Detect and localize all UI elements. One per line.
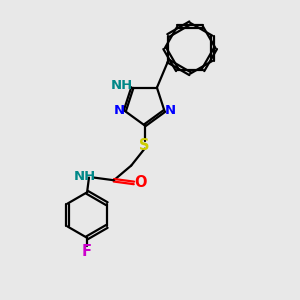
- Text: F: F: [82, 244, 92, 259]
- Text: N: N: [165, 104, 176, 117]
- Text: O: O: [135, 176, 147, 190]
- Text: S: S: [140, 138, 150, 153]
- Text: NH: NH: [73, 170, 95, 183]
- Text: NH: NH: [111, 79, 133, 92]
- Text: N: N: [113, 104, 124, 117]
